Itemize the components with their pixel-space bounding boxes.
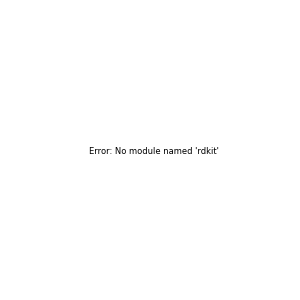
Text: Error: No module named 'rdkit': Error: No module named 'rdkit' xyxy=(89,147,219,156)
